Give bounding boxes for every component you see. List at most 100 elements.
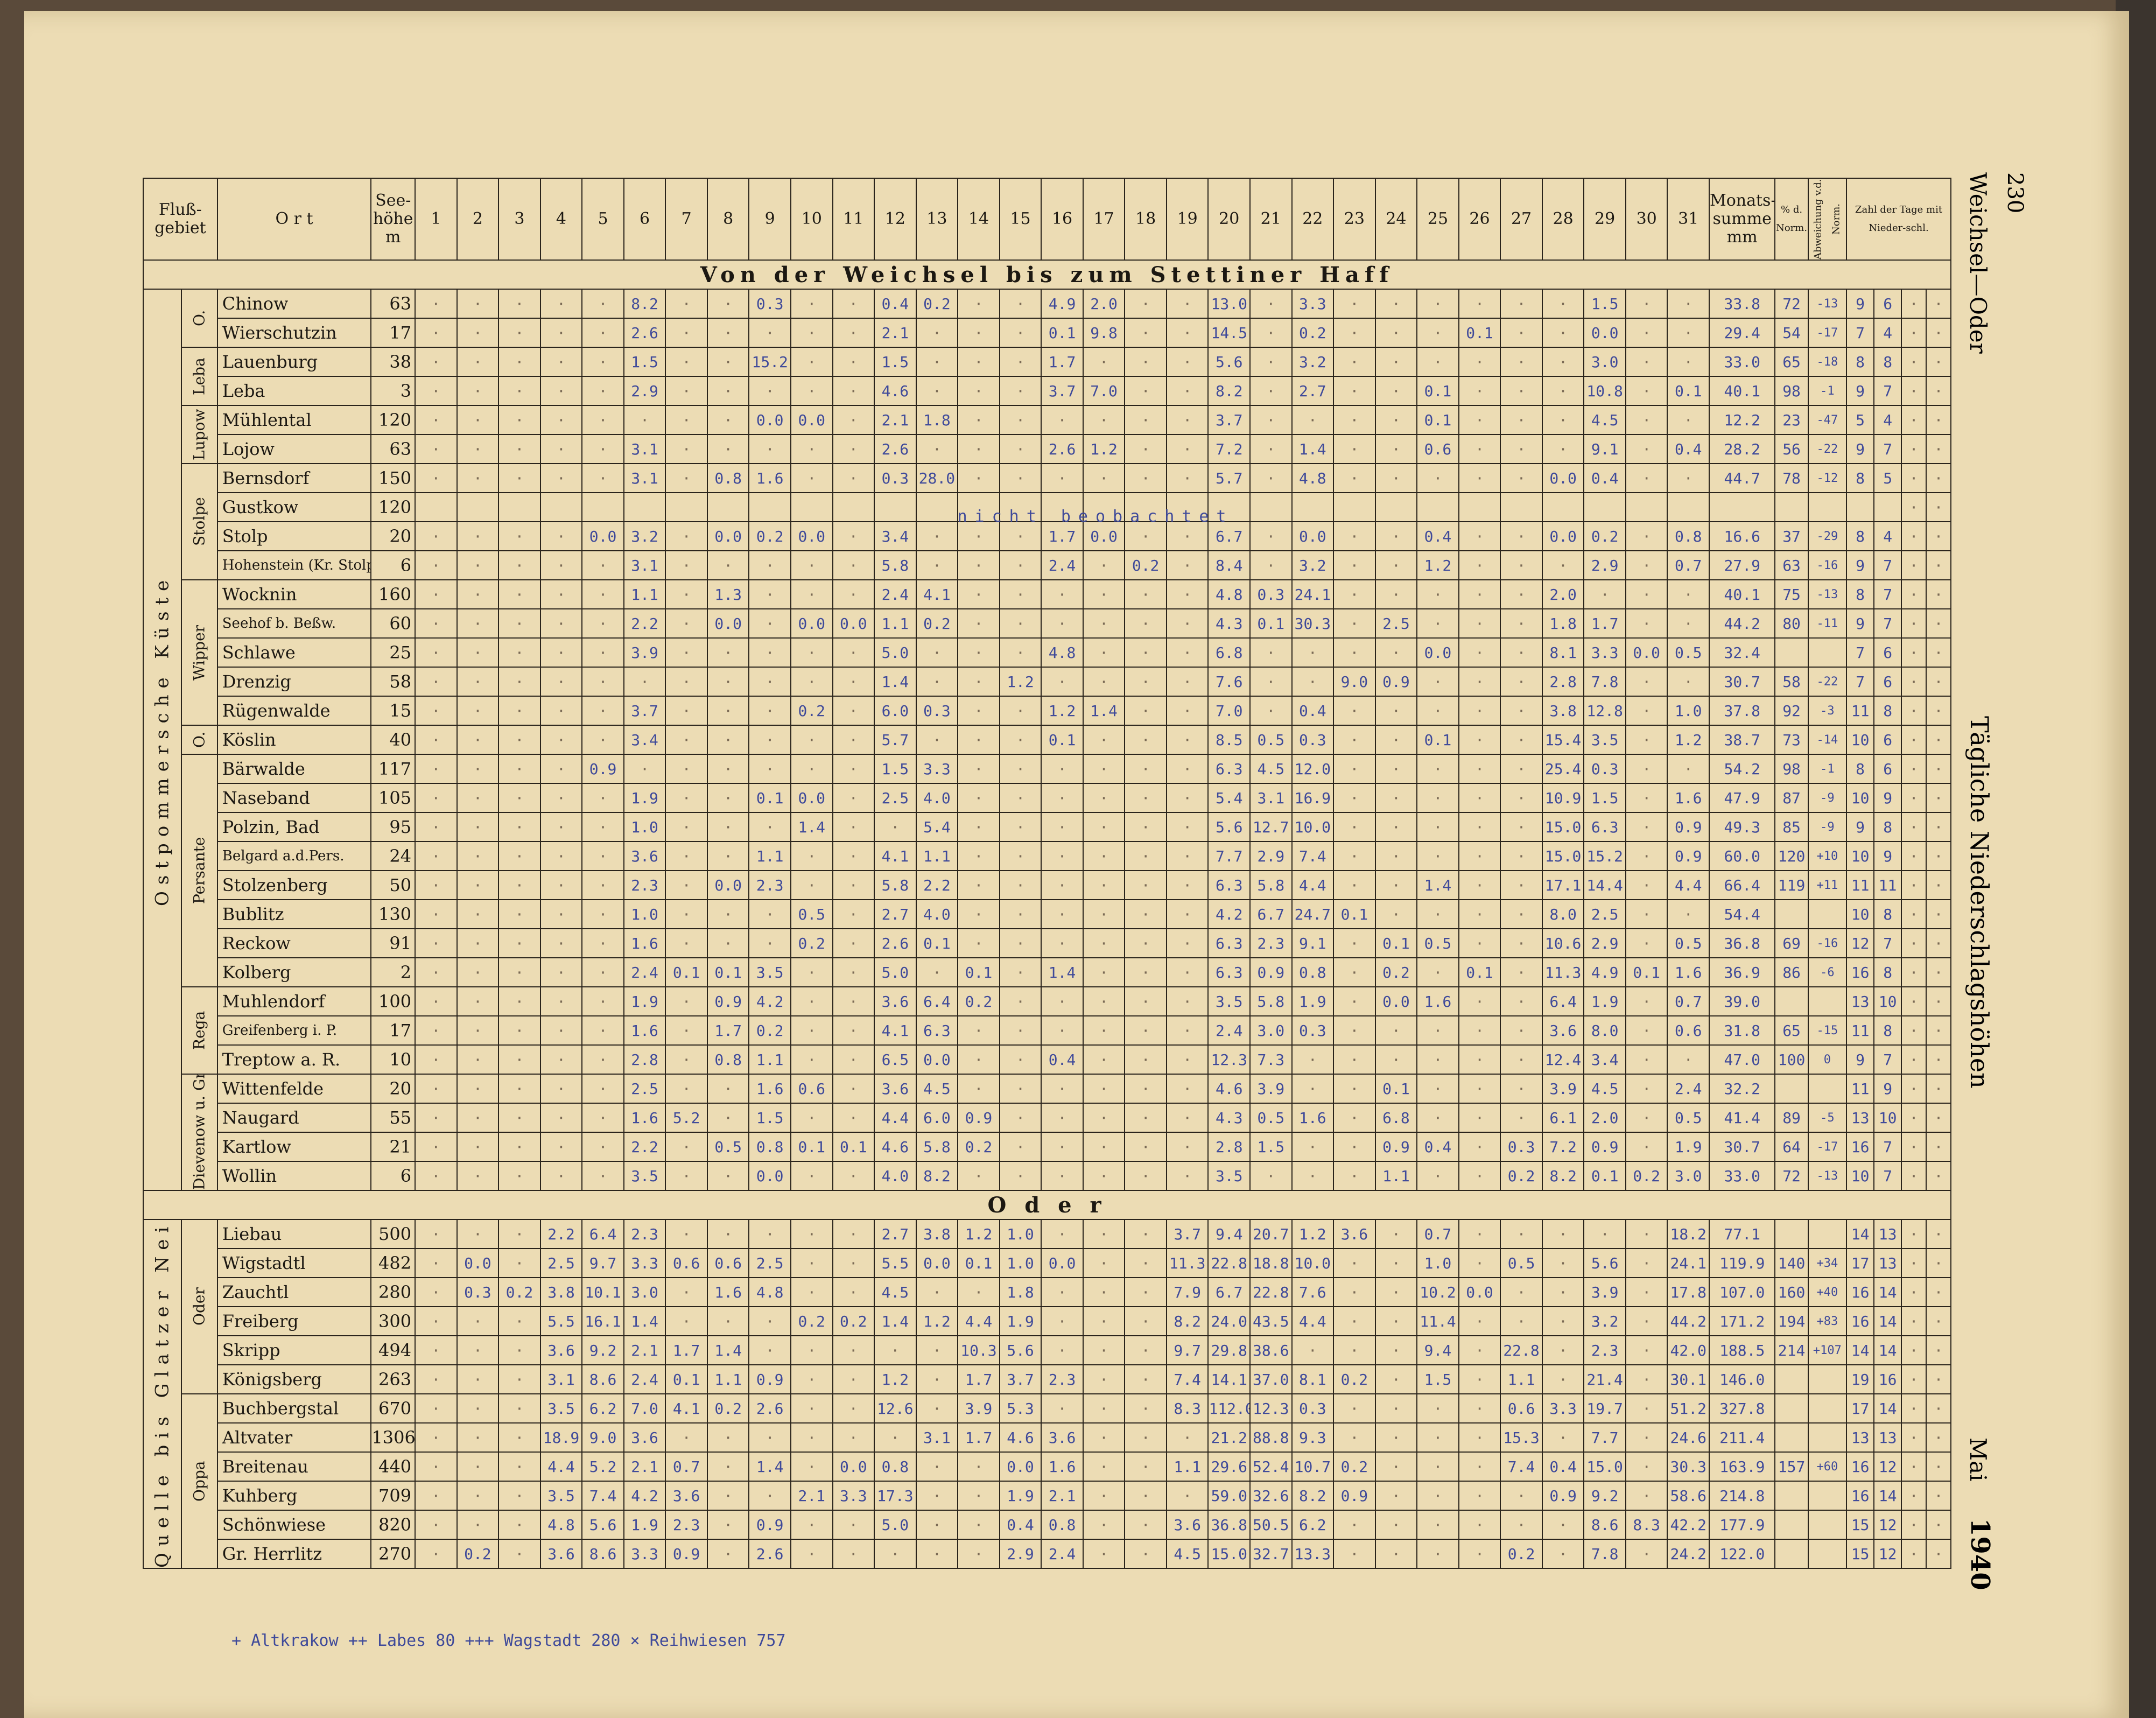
days-extra-0: ·: [1901, 521, 1927, 551]
day-value: 6.4: [915, 986, 959, 1016]
day-value: 0.0: [581, 521, 624, 551]
day-value: ·: [539, 870, 583, 900]
day-value: ·: [832, 783, 875, 813]
day-value: 24.6: [1667, 1422, 1710, 1453]
day-value: 1.2: [1041, 696, 1084, 726]
day-value: 2.3: [1041, 1364, 1084, 1394]
day-value: ·: [999, 579, 1042, 609]
day-value: 9.2: [581, 1335, 624, 1365]
day-value: ·: [1082, 928, 1126, 958]
day-value: ·: [1500, 870, 1543, 900]
day-value: ·: [832, 1422, 875, 1453]
day-value: ·: [539, 1015, 583, 1046]
station-name: Altvater: [216, 1422, 372, 1453]
days-precip-10: 7: [1873, 1044, 1902, 1075]
day-value: ·: [1249, 637, 1293, 668]
header-day-3: 3: [498, 178, 541, 261]
day-value: 0.2: [1124, 550, 1167, 580]
monthly-sum: 60.0: [1709, 841, 1776, 871]
monthly-sum: 66.4: [1709, 870, 1776, 900]
year-label: 1940: [1965, 1518, 1995, 1590]
day-value: 0.4: [1416, 521, 1459, 551]
days-extra-1: ·: [1926, 783, 1951, 813]
day-value: ·: [1165, 1481, 1209, 1511]
day-value: ·: [1333, 579, 1376, 609]
day-value: ·: [623, 667, 666, 697]
day-value: 0.6: [665, 1248, 708, 1278]
day-value: 1.8: [999, 1277, 1042, 1307]
day-value: 7.2: [1207, 434, 1251, 464]
day-value: ·: [790, 1422, 833, 1453]
day-value: ·: [623, 754, 666, 784]
day-value: 3.5: [1207, 1161, 1251, 1191]
days-precip-10: 7: [1873, 1132, 1902, 1162]
day-value: ·: [1082, 1422, 1126, 1453]
day-value: ·: [832, 463, 875, 493]
days-precip-01: 11: [1846, 1015, 1875, 1046]
day-value: ·: [748, 318, 791, 348]
table-row: Altvater 1306 · · · 18.9 9.0 3.6 · · · · · · 3.1 1.7 4.6…: [143, 1422, 1951, 1453]
day-value: ·: [581, 725, 624, 755]
day-value: ·: [581, 899, 624, 929]
station-name: Mühlental: [216, 405, 372, 435]
day-value: 88.8: [1249, 1422, 1293, 1453]
station-elevation: 63: [370, 434, 416, 464]
day-value: 2.3: [665, 1510, 708, 1540]
day-value: ·: [1041, 899, 1084, 929]
header-day-1: 1: [415, 178, 458, 261]
day-value: ·: [1165, 812, 1209, 842]
percent-normal: [1774, 986, 1809, 1016]
day-value: ·: [456, 637, 500, 668]
header-seehoehe: See-höhe m: [370, 178, 416, 261]
days-extra-1: ·: [1926, 492, 1951, 522]
day-value: ·: [415, 1277, 458, 1307]
day-value: ·: [415, 1539, 458, 1569]
table-row: Schlawe 25 · · · · · 3.9 · · · · · 5.0 · · · 4.8 · · · 6.8 · · ·…: [143, 637, 1951, 668]
days-extra-1: ·: [1926, 1161, 1951, 1191]
day-value: ·: [665, 318, 708, 348]
day-value: 8.0: [1583, 1015, 1626, 1046]
table-row: Ostpommersche Küste O. Chinow 63 · · · · · 8.2 · · 0…: [143, 289, 1951, 1190]
day-value: 0.1: [1374, 1074, 1418, 1104]
day-value: ·: [1124, 986, 1167, 1016]
day-value: 7.6: [1291, 1277, 1335, 1307]
day-value: 4.5: [1583, 405, 1626, 435]
day-value: ·: [1500, 1306, 1543, 1336]
day-value: 4.4: [1291, 870, 1335, 900]
day-value: 2.9: [1583, 928, 1626, 958]
day-value: ·: [1500, 725, 1543, 755]
day-value: ·: [1374, 1044, 1418, 1075]
day-value: ·: [1249, 347, 1293, 377]
day-value: ·: [832, 754, 875, 784]
day-value: 2.6: [874, 928, 917, 958]
day-value: 7.0: [623, 1393, 666, 1424]
day-value: ·: [415, 1335, 458, 1365]
day-value: ·: [1333, 841, 1376, 871]
day-value: ·: [790, 957, 833, 987]
day-value: 5.6: [581, 1510, 624, 1540]
days-precip-01: 11: [1846, 870, 1875, 900]
day-value: ·: [790, 318, 833, 348]
days-extra-0: ·: [1901, 1510, 1927, 1540]
day-value: ·: [1333, 405, 1376, 435]
day-value: 21.2: [1207, 1422, 1251, 1453]
day-value: ·: [665, 1422, 708, 1453]
day-value: ·: [539, 696, 583, 726]
day-value: ·: [1374, 899, 1418, 929]
day-value: ·: [498, 376, 541, 406]
day-value: ·: [665, 463, 708, 493]
day-value: ·: [706, 289, 750, 319]
day-value: ·: [456, 405, 500, 435]
days-precip-10: 4: [1873, 318, 1902, 348]
day-value: ·: [1082, 870, 1126, 900]
day-value: ·: [1082, 1074, 1126, 1104]
day-value: ·: [1625, 318, 1668, 348]
day-value: ·: [1165, 725, 1209, 755]
day-value: ·: [1500, 608, 1543, 639]
days-extra-1: ·: [1926, 463, 1951, 493]
deviation: [1807, 1074, 1848, 1104]
day-value: ·: [1625, 783, 1668, 813]
day-value: ·: [1333, 1335, 1376, 1365]
day-value: ·: [415, 637, 458, 668]
station-name: Drenzig: [216, 667, 372, 697]
